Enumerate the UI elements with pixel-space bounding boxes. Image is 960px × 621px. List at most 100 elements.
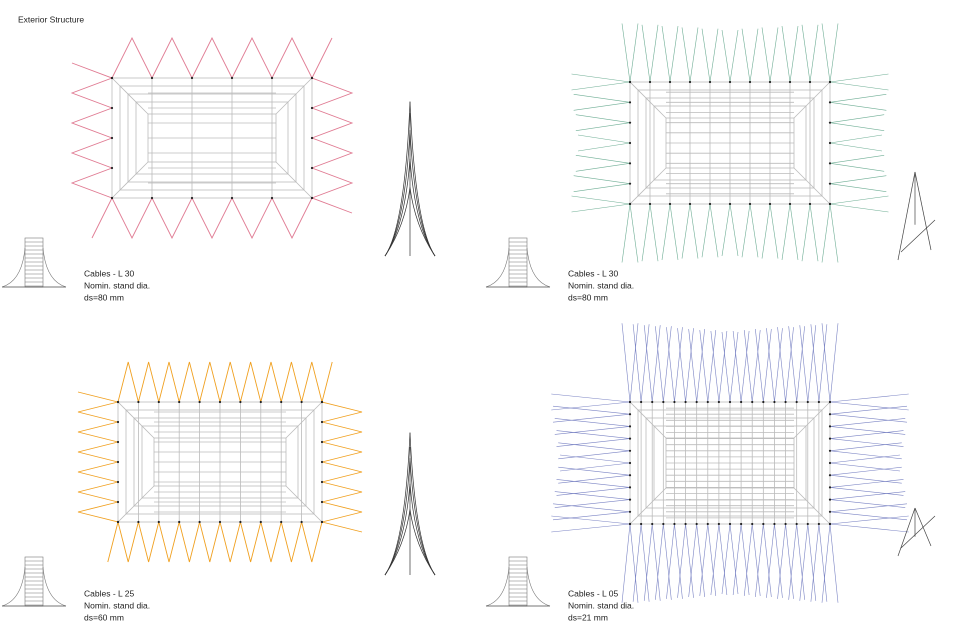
cable [573,102,631,111]
caption-subtitle: Nomin. stand dia. [568,600,634,610]
node [116,480,120,484]
node [320,420,324,424]
cable [821,323,831,403]
cable [573,175,631,184]
cable [829,426,906,435]
cable [821,523,831,603]
stay [914,171,932,251]
cable [785,327,794,403]
cable [688,329,697,403]
grid-diagonal [275,77,313,115]
node [628,522,632,526]
cable [829,73,889,83]
cable [809,203,819,262]
caption-label: Cables - L 30 [84,268,135,278]
cable [761,27,771,83]
cable [629,203,639,263]
caption-label: Cables - L 25 [84,588,135,598]
cable [766,523,775,598]
cable [556,438,631,447]
node [728,522,732,526]
node [828,437,832,440]
node [828,202,832,206]
cable [789,26,799,83]
cable [554,426,631,435]
cable [661,26,671,83]
node [740,400,743,404]
cable [829,163,885,172]
cable [729,523,739,595]
caption-subtitle: Nomin. stand dia. [568,280,634,290]
cable [696,523,705,597]
node [628,101,632,104]
core [508,556,528,607]
cable [573,183,631,192]
cable [575,163,631,172]
cable [788,523,797,600]
node [728,400,732,404]
cable [829,466,902,476]
node [688,80,692,84]
cable [710,330,720,403]
node [218,520,222,524]
section-drawing [485,556,551,607]
node [808,202,812,206]
cable [666,523,675,599]
cable [621,323,631,403]
cable [751,330,761,403]
section-lines [485,556,551,607]
node [708,80,712,84]
cable [641,24,651,83]
cable [829,430,904,439]
plan-drawing [77,361,363,563]
node [828,486,832,489]
node [628,80,632,84]
node [695,400,698,404]
node [239,400,242,404]
caption-3: Cables - L 25 Nomin. stand dia. ds=60 mm [84,588,150,621]
cable [807,325,817,403]
cable [552,503,631,513]
node [218,400,222,404]
cable [829,511,908,521]
cable [709,203,719,258]
cable [669,203,679,260]
cable [551,401,631,411]
node [817,522,820,526]
caption-spec: ds=60 mm [84,612,124,621]
node [157,400,160,404]
node [628,486,632,489]
node [748,80,752,84]
grid-structure [111,77,313,199]
node [190,196,194,200]
node [828,413,832,416]
cable [621,23,631,83]
node [768,80,772,84]
cable [777,523,786,599]
elevation-drawing [897,507,936,557]
node [310,106,314,110]
node [137,520,140,524]
cable [799,325,809,403]
cable [829,405,908,415]
node [662,400,665,404]
cable [721,29,731,83]
node [828,474,832,477]
cable [718,330,728,403]
cable [554,491,631,500]
cable [740,330,750,403]
node [651,522,654,526]
cable [688,523,697,597]
grid-diagonal [285,401,323,439]
node [116,440,120,444]
node [651,400,654,404]
node [270,76,274,80]
cable [554,499,631,508]
node [280,400,283,404]
caption-2: Cables - L 30 Nomin. stand dia. ds=80 mm [568,268,634,302]
cable [551,393,631,403]
cable [755,329,764,403]
cable [655,523,664,600]
elevation-drawing [384,101,436,257]
